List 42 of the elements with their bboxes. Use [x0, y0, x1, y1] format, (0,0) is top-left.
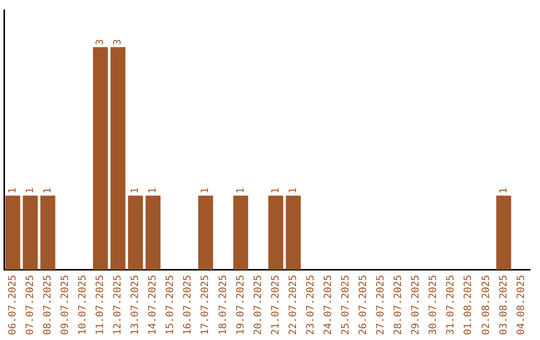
data-label: 1 [200, 188, 212, 194]
x-tick-label: 16.07.2025 [182, 274, 194, 336]
x-tick-label: 10.07.2025 [77, 274, 88, 336]
x-tick-label: 30.07.2025 [428, 274, 440, 336]
x-tick-label: 26.07.2025 [358, 274, 370, 336]
x-tick-label: 21.07.2025 [270, 274, 282, 336]
data-label: 1 [498, 188, 510, 194]
x-tick-label: 25.07.2025 [340, 274, 352, 336]
x-tick-label: 28.07.2025 [393, 274, 404, 336]
x-tick-label: 15.07.2025 [165, 274, 176, 336]
x-tick-label: 22.07.2025 [288, 274, 299, 336]
x-tick-label: 13.07.2025 [130, 274, 142, 336]
data-label: 1 [148, 188, 159, 194]
data-label: 3 [112, 39, 124, 46]
x-tick-label: 09.07.2025 [60, 274, 71, 336]
data-label: 1 [130, 188, 142, 194]
x-tick-label: 07.07.2025 [24, 274, 36, 336]
x-tick-label: 27.07.2025 [376, 274, 387, 336]
data-label: 1 [235, 188, 246, 194]
x-tick-label: 06.07.2025 [7, 274, 18, 336]
data-label: 1 [270, 188, 282, 194]
x-tick-label: 11.07.2025 [95, 274, 106, 336]
x-tick-label: 03.08.2025 [498, 274, 510, 336]
x-tick-label: 23.07.2025 [305, 274, 316, 336]
x-tick-label: 14.07.2025 [148, 274, 159, 336]
data-label: 1 [288, 188, 299, 194]
x-tick-label: 20.07.2025 [252, 274, 264, 336]
x-tick-label: 08.07.2025 [42, 274, 54, 336]
x-tick-label: 02.08.2025 [480, 274, 492, 336]
data-label: 3 [95, 39, 106, 46]
x-tick-label: 01.08.2025 [463, 274, 474, 336]
x-tick-label: 19.07.2025 [235, 274, 246, 336]
x-tick-label: 18.07.2025 [218, 274, 229, 336]
x-tick-label: 24.07.2025 [322, 274, 334, 336]
x-tick-label: 12.07.2025 [112, 274, 124, 336]
x-tick-label: 29.07.2025 [410, 274, 422, 336]
x-tick-label: 17.07.2025 [200, 274, 212, 336]
data-label: 1 [42, 188, 54, 194]
x-tick-label: 31.07.2025 [446, 274, 457, 336]
x-tick-label: 04.08.2025 [516, 274, 527, 336]
data-label: 1 [7, 188, 18, 194]
data-label: 1 [24, 188, 36, 194]
